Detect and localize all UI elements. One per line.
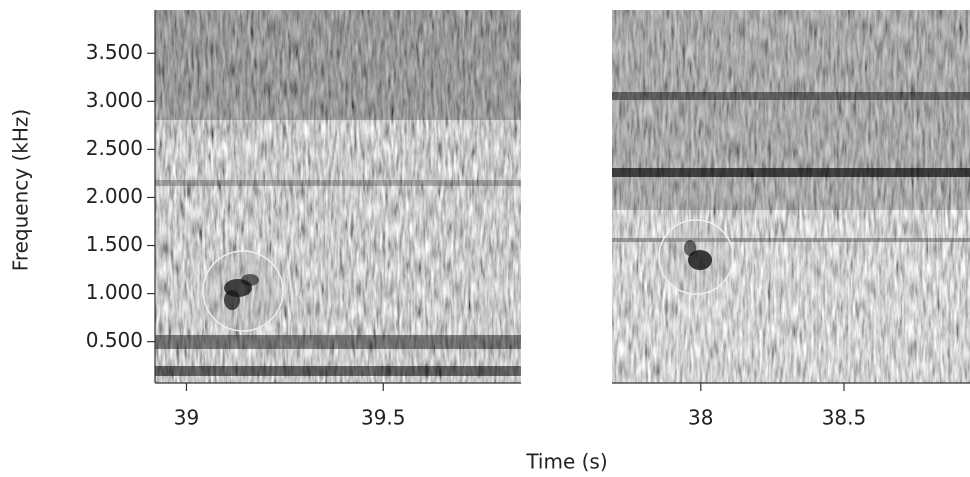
spectrogram-image bbox=[612, 10, 970, 383]
y-tick-label: 1.000 bbox=[86, 280, 143, 304]
y-tick-label: 3.000 bbox=[86, 88, 143, 112]
y-tick-label: 3.500 bbox=[86, 40, 143, 64]
y-tick-label: 0.500 bbox=[86, 328, 143, 352]
spectrogram-image bbox=[155, 10, 521, 383]
y-tick-label: 2.000 bbox=[86, 184, 143, 208]
x-tick-label: 39.5 bbox=[361, 406, 406, 430]
x-tick-label: 38 bbox=[688, 406, 713, 430]
y-axis-label: Frequency (kHz) bbox=[9, 109, 33, 271]
x-tick-label: 38.5 bbox=[822, 406, 867, 430]
y-tick-label: 2.500 bbox=[86, 136, 143, 160]
x-tick-label: 39 bbox=[174, 406, 199, 430]
x-axis-label: Time (s) bbox=[525, 450, 607, 474]
y-tick-label: 1.500 bbox=[86, 232, 143, 256]
